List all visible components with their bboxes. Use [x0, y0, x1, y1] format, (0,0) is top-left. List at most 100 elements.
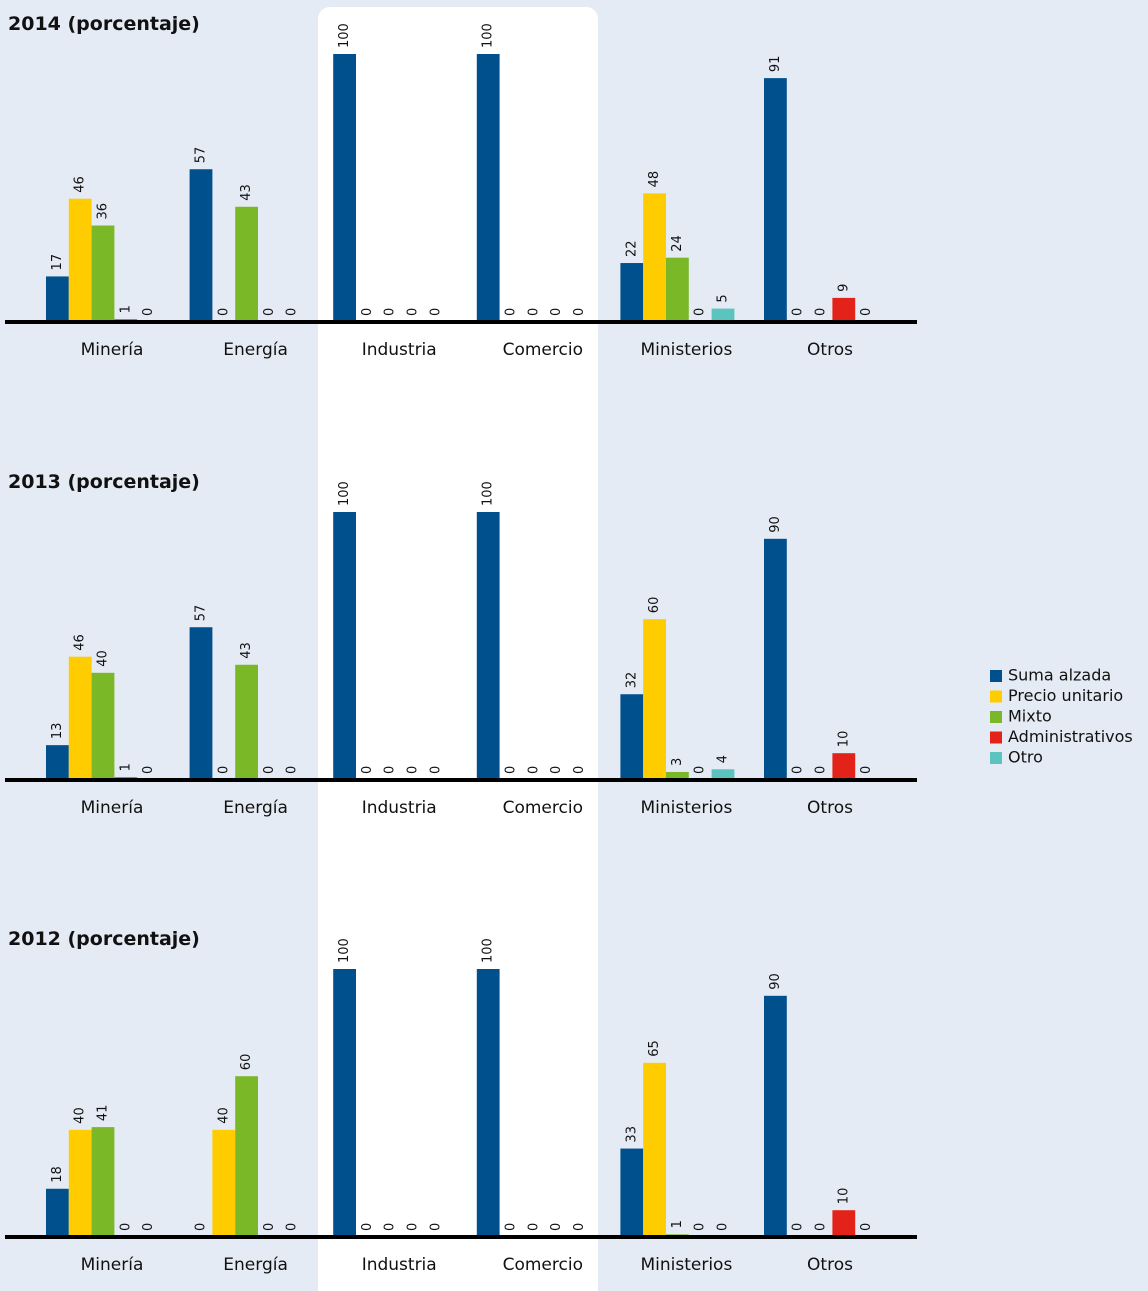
value-label: 91: [768, 56, 783, 73]
x-tick-label: Minería: [81, 1255, 144, 1275]
value-label: 0: [406, 766, 421, 774]
legend-label: Mixto: [1008, 707, 1052, 726]
x-tick-label: Otros: [807, 798, 853, 818]
bar: [68, 198, 92, 322]
value-label: 0: [549, 766, 564, 774]
x-tick-label: Minería: [81, 798, 144, 818]
bar: [333, 969, 356, 1237]
value-label: 46: [73, 634, 88, 651]
value-label: 24: [670, 235, 685, 252]
bar: [68, 656, 92, 780]
bar: [91, 672, 115, 780]
value-label: 57: [194, 147, 209, 164]
value-label: 0: [814, 1223, 829, 1231]
value-label: 46: [73, 176, 88, 193]
x-tick-label: Industria: [362, 340, 437, 360]
x-tick-label: Minería: [81, 340, 144, 360]
bar: [832, 297, 856, 322]
value-label: 0: [360, 1223, 375, 1231]
x-tick-label: Comercio: [503, 340, 583, 360]
value-label: 3: [670, 758, 685, 766]
bar: [832, 753, 856, 780]
value-label: 0: [504, 766, 519, 774]
x-tick-label: Comercio: [503, 798, 583, 818]
value-label: 0: [141, 766, 156, 774]
value-label: 0: [693, 308, 708, 316]
bar: [711, 769, 735, 780]
bar: [46, 276, 69, 322]
bar: [333, 512, 356, 780]
bar: [46, 1188, 69, 1237]
bar: [666, 257, 689, 322]
value-label: 1: [118, 763, 133, 771]
value-label: 0: [216, 308, 231, 316]
value-label: 0: [859, 766, 874, 774]
value-label: 0: [360, 766, 375, 774]
x-tick-label: Energía: [223, 1255, 288, 1275]
x-tick-label: Industria: [362, 798, 437, 818]
value-label: 48: [647, 171, 662, 188]
value-label: 0: [141, 1223, 156, 1231]
bar: [764, 78, 787, 323]
bar: [643, 193, 666, 322]
value-label: 0: [859, 1223, 874, 1231]
value-label: 0: [383, 308, 398, 316]
value-label: 57: [194, 605, 209, 622]
value-label: 40: [73, 1107, 88, 1124]
bar: [235, 664, 258, 780]
value-label: 90: [768, 516, 783, 533]
x-tick-label: Industria: [362, 1255, 437, 1275]
legend-swatch: [990, 711, 1002, 723]
value-label: 60: [239, 1054, 254, 1071]
bar: [189, 169, 213, 322]
value-label: 0: [572, 308, 587, 316]
x-tick-label: Comercio: [503, 1255, 583, 1275]
legend-swatch: [990, 752, 1002, 764]
value-label: 100: [481, 938, 496, 963]
value-label: 0: [194, 1223, 209, 1231]
x-tick-label: Energía: [223, 798, 288, 818]
value-label: 0: [428, 308, 443, 316]
value-label: 0: [814, 308, 829, 316]
bar: [620, 1148, 644, 1237]
value-label: 0: [406, 1223, 421, 1231]
value-label: 0: [791, 766, 806, 774]
value-label: 22: [624, 240, 639, 257]
value-label: 0: [360, 308, 375, 316]
x-tick-label: Energía: [223, 340, 288, 360]
bar: [832, 1210, 856, 1237]
legend-label: Suma alzada: [1008, 666, 1111, 685]
value-label: 0: [504, 308, 519, 316]
value-label: 1: [670, 1220, 685, 1228]
bar: [643, 1062, 666, 1237]
value-label: 32: [624, 672, 639, 689]
highlight-panel: [318, 7, 598, 1291]
value-label: 65: [647, 1040, 662, 1057]
value-label: 10: [836, 731, 851, 748]
value-label: 36: [96, 203, 111, 220]
value-label: 0: [693, 1223, 708, 1231]
bar: [189, 627, 213, 780]
x-tick-label: Otros: [807, 340, 853, 360]
bar: [68, 1129, 92, 1237]
x-tick-label: Ministerios: [640, 1255, 732, 1275]
value-label: 18: [50, 1166, 65, 1183]
bar: [46, 745, 69, 780]
value-label: 41: [96, 1105, 111, 1122]
value-label: 0: [526, 1223, 541, 1231]
value-label: 100: [481, 23, 496, 48]
value-label: 100: [337, 938, 352, 963]
legend-label: Otro: [1008, 748, 1043, 767]
bar: [476, 54, 500, 322]
value-label: 0: [693, 766, 708, 774]
chart-title: 2014 (porcentaje): [8, 13, 200, 35]
value-label: 100: [481, 481, 496, 506]
bar: [476, 512, 500, 780]
value-label: 0: [262, 766, 277, 774]
value-label: 40: [216, 1107, 231, 1124]
value-label: 60: [647, 597, 662, 614]
bar: [643, 619, 666, 780]
value-label: 0: [526, 766, 541, 774]
value-label: 0: [814, 766, 829, 774]
